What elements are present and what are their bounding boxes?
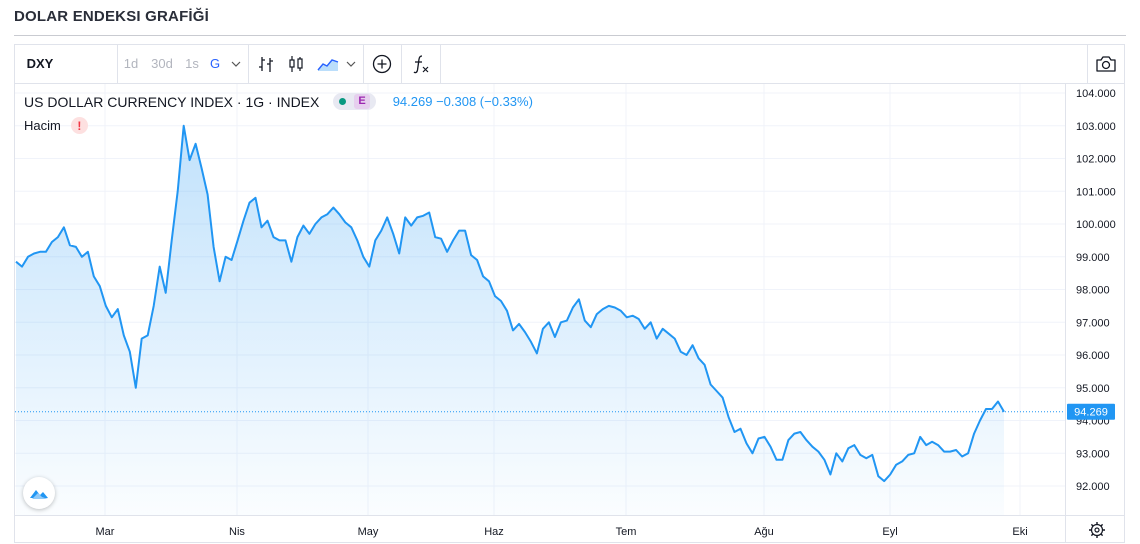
volume-legend: Hacim ! bbox=[24, 117, 88, 134]
time-tick-label: Eyl bbox=[882, 526, 897, 538]
volume-warning-icon[interactable]: ! bbox=[70, 117, 88, 134]
bar-style-button[interactable] bbox=[252, 44, 280, 83]
time-tick-label: Nis bbox=[229, 526, 245, 538]
candlestick-icon bbox=[289, 55, 303, 72]
page-title: DOLAR ENDEKSI GRAFİĞİ bbox=[14, 8, 210, 25]
price-tick-label: 97.000 bbox=[1076, 317, 1110, 329]
interval-label: 1s bbox=[185, 56, 199, 71]
toolbar-divider bbox=[363, 44, 364, 83]
interval-label: 1d bbox=[123, 56, 139, 71]
price-tick-label: 95.000 bbox=[1076, 383, 1110, 395]
time-axis[interactable]: Mar Nis May Haz Tem Ağu Eyl Eki bbox=[96, 526, 1028, 538]
price-area-fill bbox=[16, 125, 1004, 516]
last-price-label: 94.269 bbox=[1074, 407, 1108, 419]
chevron-down-icon bbox=[346, 61, 356, 67]
interval-1s-button[interactable]: 1s bbox=[182, 44, 202, 83]
last-price-tag: 94.269 bbox=[1067, 403, 1115, 420]
candle-style-button[interactable] bbox=[282, 44, 310, 83]
price-tick-label: 104.000 bbox=[1076, 88, 1116, 100]
price-tick-label: 102.000 bbox=[1076, 154, 1116, 166]
interval-label: 30d bbox=[151, 56, 173, 71]
market-open-dot-icon bbox=[339, 98, 347, 105]
area-chart-icon bbox=[317, 58, 339, 71]
price-tick-label: 103.000 bbox=[1076, 121, 1116, 133]
toolbar-divider bbox=[401, 44, 402, 83]
market-status-badge[interactable]: E bbox=[333, 93, 376, 110]
bar-chart-icon bbox=[259, 56, 273, 72]
price-tick-label: 96.000 bbox=[1076, 350, 1110, 362]
chart-toolbar: DXY 1d 30d 1s G bbox=[14, 44, 1125, 84]
tradingview-logo-icon bbox=[30, 490, 48, 499]
interval-1d-button[interactable]: 1d bbox=[120, 44, 142, 83]
compare-button[interactable] bbox=[367, 44, 397, 83]
interval-dropdown-button[interactable] bbox=[228, 44, 244, 83]
style-dropdown-button[interactable] bbox=[344, 44, 358, 83]
price-tick-label: 100.000 bbox=[1076, 219, 1116, 231]
toolbar-divider bbox=[440, 44, 441, 83]
price-axis[interactable]: 104.000 103.000 102.000 101.000 100.000 99.00… bbox=[1076, 88, 1116, 493]
volume-label[interactable]: Hacim bbox=[24, 118, 61, 133]
toolbar-divider bbox=[117, 44, 118, 83]
chart-widget bbox=[14, 44, 1125, 543]
add-compare-icon bbox=[372, 54, 392, 73]
last-price-tag-bg bbox=[1067, 403, 1115, 420]
price-line bbox=[15, 124, 1005, 483]
price-tick-label: 99.000 bbox=[1076, 252, 1110, 264]
area-style-button[interactable] bbox=[313, 44, 343, 83]
symbol-search-button[interactable]: DXY bbox=[26, 56, 54, 71]
legend-price-values: 94.269 −0.308 (−0.33%) bbox=[392, 94, 533, 109]
time-tick-label: Eki bbox=[1012, 526, 1027, 538]
exchange-badge: E bbox=[354, 94, 370, 109]
price-tick-label: 101.000 bbox=[1076, 186, 1116, 198]
time-tick-label: May bbox=[358, 526, 379, 538]
title-divider bbox=[14, 35, 1126, 36]
interval-30d-button[interactable]: 30d bbox=[147, 44, 177, 83]
toolbar-divider bbox=[248, 44, 249, 83]
indicators-icon bbox=[413, 54, 429, 73]
tradingview-logo-button[interactable] bbox=[23, 477, 55, 509]
chevron-down-icon bbox=[231, 61, 241, 67]
time-tick-label: Mar bbox=[96, 526, 115, 538]
settings-gear-icon[interactable] bbox=[1089, 522, 1105, 538]
legend-symbol-name[interactable]: US DOLLAR CURRENCY INDEX · 1G · INDEX bbox=[24, 93, 320, 110]
time-tick-label: Haz bbox=[484, 526, 504, 538]
interval-g-button[interactable]: G bbox=[206, 44, 224, 83]
time-tick-label: Tem bbox=[616, 526, 637, 538]
interval-label: G bbox=[209, 56, 221, 71]
price-tick-label: 93.000 bbox=[1076, 448, 1110, 460]
toolbar-divider bbox=[1087, 44, 1088, 83]
snapshot-button[interactable] bbox=[1089, 44, 1123, 83]
camera-icon bbox=[1096, 55, 1116, 72]
indicators-button[interactable] bbox=[405, 44, 437, 83]
price-tick-label: 92.000 bbox=[1076, 481, 1110, 493]
legend: US DOLLAR CURRENCY INDEX · 1G · INDEX E … bbox=[24, 93, 533, 110]
time-tick-label: Ağu bbox=[754, 526, 774, 538]
price-tick-label: 98.000 bbox=[1076, 285, 1110, 297]
